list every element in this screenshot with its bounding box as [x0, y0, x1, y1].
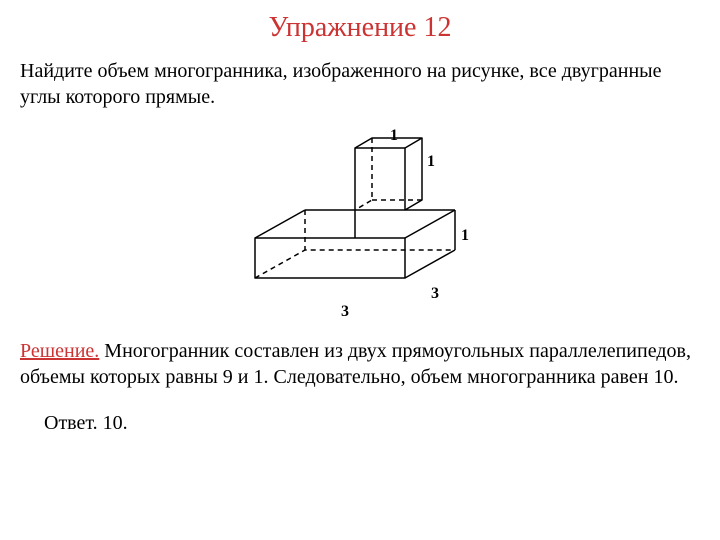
answer-block: Ответ. 10.: [44, 410, 700, 436]
svg-text:1: 1: [390, 127, 398, 144]
answer-value: 10.: [98, 412, 128, 434]
answer-label: Ответ.: [44, 412, 98, 434]
solution-label: Решение.: [20, 340, 99, 362]
solution-text: Многогранник составлен из двух прямоугол…: [20, 340, 691, 388]
svg-text:3: 3: [431, 285, 439, 302]
problem-statement: Найдите объем многогранника, изображенно…: [20, 58, 700, 110]
exercise-title: Упражнение 12: [20, 10, 700, 46]
svg-text:1: 1: [461, 227, 469, 244]
solution-block: Решение. Многогранник составлен из двух …: [20, 338, 700, 390]
figure-container: 1 1 1 3 3: [20, 118, 700, 328]
polyhedron-diagram: 1 1 1 3 3: [225, 118, 495, 328]
svg-text:1: 1: [427, 153, 435, 170]
svg-text:3: 3: [341, 303, 349, 320]
